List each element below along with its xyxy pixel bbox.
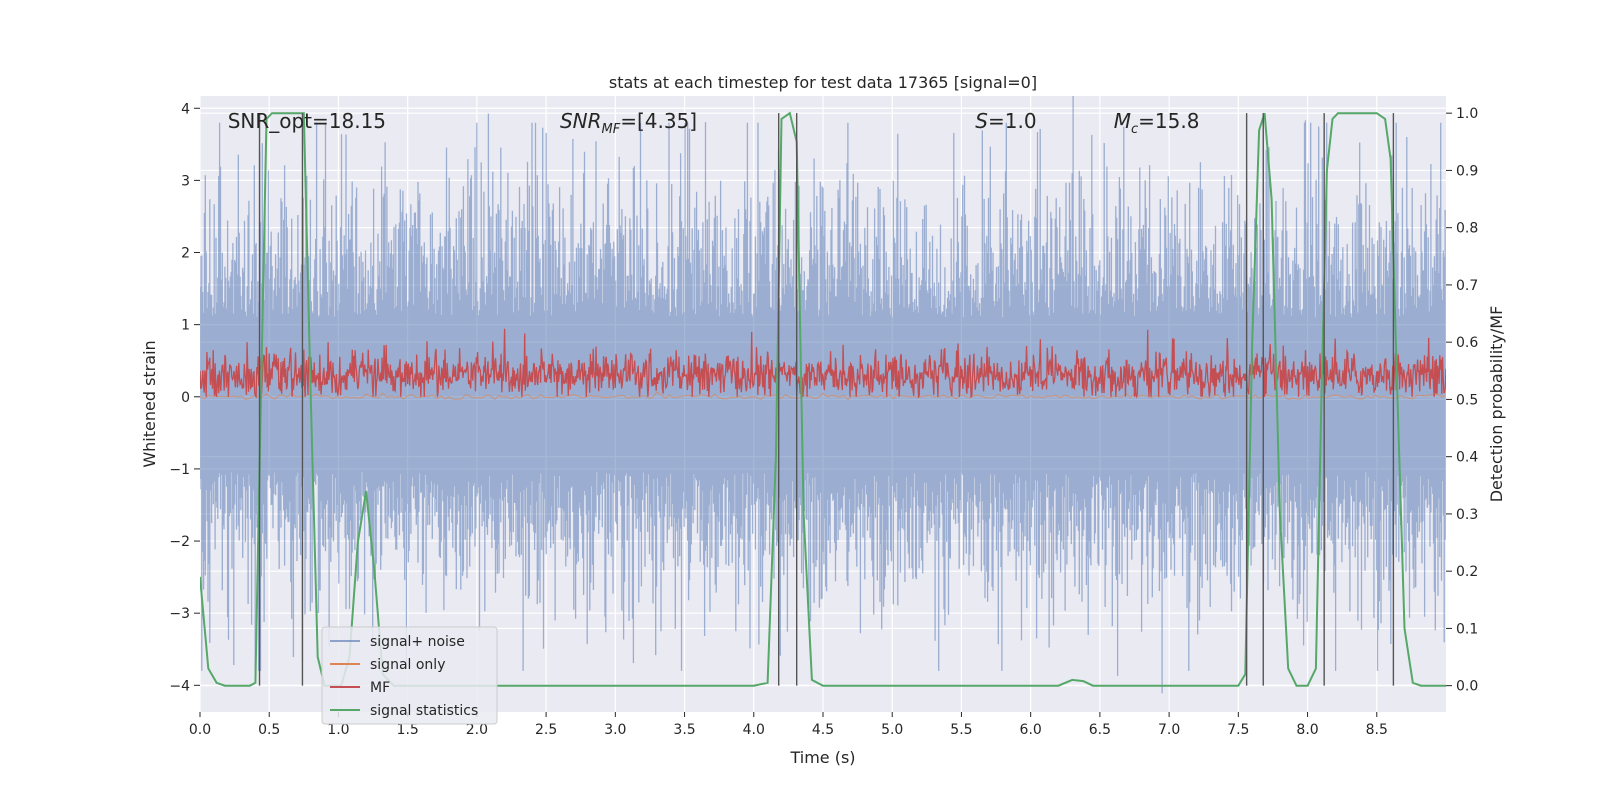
y-right-tick-label: 0.4	[1456, 450, 1478, 466]
annotation-text: SNR_opt=18.15	[228, 109, 386, 133]
x-tick-label: 6.5	[1089, 722, 1111, 738]
y-left-tick-label: 4	[181, 101, 190, 117]
y-left-tick-label: −2	[169, 534, 190, 550]
x-tick-label: 6.0	[1020, 722, 1042, 738]
y-right-tick-label: 0.2	[1456, 564, 1478, 580]
y-left-tick-label: 1	[181, 318, 190, 334]
y-left-tick-label: 2	[181, 246, 190, 262]
y-left-tick-label: −3	[169, 606, 190, 622]
chart-title: stats at each timestep for test data 173…	[609, 73, 1037, 92]
legend-label: signal statistics	[370, 703, 478, 719]
annotation-text: S=1.0	[975, 109, 1036, 133]
y-right-tick-label: 0.5	[1456, 392, 1478, 408]
x-tick-label: 3.0	[604, 722, 626, 738]
series-signal-only	[200, 391, 1446, 401]
vertical-marker-layer	[258, 113, 1395, 686]
series-signal-statistics	[200, 111, 1446, 687]
x-tick-label: 3.5	[673, 722, 695, 738]
y-right-tick-label: 1.0	[1456, 106, 1478, 122]
x-tick-label: 1.0	[327, 722, 349, 738]
x-tick-label: 5.5	[950, 722, 972, 738]
legend-label: signal+ noise	[370, 634, 465, 650]
y-left-tick-label: 3	[181, 173, 190, 189]
y-right-axis-label: Detection probability/MF	[1487, 306, 1506, 503]
x-axis-label: Time (s)	[789, 748, 855, 767]
series-layer	[200, 96, 1446, 694]
x-tick-label: 0.0	[189, 722, 211, 738]
x-tick-label: 0.5	[258, 722, 280, 738]
legend-box	[321, 626, 498, 725]
legend: signal+ noise signal only MF signal statist…	[321, 626, 498, 725]
y-right-tick-label: 0.1	[1456, 621, 1478, 637]
x-tick-label: 4.0	[743, 722, 765, 738]
legend-label: MF	[370, 680, 390, 696]
x-tick-label: 8.5	[1366, 722, 1388, 738]
y-left-tick-label: −1	[169, 462, 190, 478]
annotation-layer: SNR_opt=18.15 SNRMF=[4.35] S=1.0 Mc=15.8	[228, 109, 1200, 137]
x-tick-label: 1.5	[397, 722, 419, 738]
x-tick-label: 2.5	[535, 722, 557, 738]
x-tick-label: 4.5	[812, 722, 834, 738]
x-tick-label: 7.0	[1158, 722, 1180, 738]
series-signal-noise	[200, 96, 1446, 694]
x-tick-label: 8.0	[1296, 722, 1318, 738]
y-right-tick-label: 0.8	[1456, 221, 1478, 237]
y-left-tick-label: 0	[181, 390, 190, 406]
y-left-tick-label: −4	[169, 678, 190, 694]
y-right-tick-label: 0.9	[1456, 163, 1478, 179]
x-tick-label: 5.0	[881, 722, 903, 738]
x-tick-label: 7.5	[1227, 722, 1249, 738]
y-left-axis-label: Whitened strain	[140, 340, 159, 467]
series-mf	[200, 328, 1446, 399]
annotation-text: Mc=15.8	[1114, 109, 1200, 137]
y-right-tick-label: 0.6	[1456, 335, 1478, 351]
annotation-text: SNRMF=[4.35]	[560, 109, 697, 137]
legend-label: signal only	[370, 657, 445, 673]
y-right-tick-label: 0.7	[1456, 278, 1478, 294]
y-right-tick-label: 0.0	[1456, 679, 1478, 695]
x-tick-label: 2.0	[466, 722, 488, 738]
y-right-tick-label: 0.3	[1456, 507, 1478, 523]
